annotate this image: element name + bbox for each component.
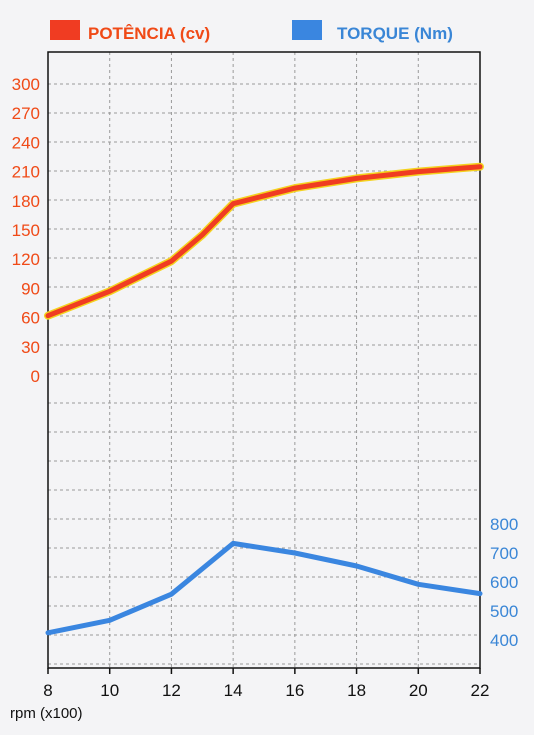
legend: POTÊNCIA (cv) TORQUE (Nm) [50,20,453,43]
axes [47,51,481,674]
y-left-tick-label: 270 [12,104,40,123]
x-tick-label: 8 [43,681,52,700]
plot-frame [47,51,481,669]
y-left-tick-label: 90 [21,279,40,298]
series-line-potencia-outline [44,162,484,320]
grid [48,52,480,668]
series-line-potencia [45,164,483,319]
y-left-tick-label: 150 [12,221,40,240]
y-right-tick-label: 400 [490,631,518,650]
y-left-tick-label: 210 [12,163,40,182]
y-left-tick-label: 60 [21,309,40,328]
legend-swatch-torque [292,20,322,40]
tick-labels: 0 30 60 90 120 150 180 210 240 270 300 400 500 600 700… [12,75,519,700]
y-left-tick-label: 30 [21,338,40,357]
x-tick-label: 16 [285,681,304,700]
y-left-tick-label: 0 [31,367,40,386]
legend-swatch-potencia [50,20,80,40]
y-left-tick-label: 240 [12,133,40,152]
x-tick-label: 22 [471,681,490,700]
y-right-tick-label: 600 [490,573,518,592]
series-lines [44,162,484,636]
x-tick-label: 18 [347,681,366,700]
x-tick-label: 20 [409,681,428,700]
y-right-tick-label: 500 [490,602,518,621]
legend-label-potencia: POTÊNCIA (cv) [88,24,210,43]
legend-label-torque: TORQUE (Nm) [337,24,453,43]
y-left-tick-label: 120 [12,250,40,269]
series-line-torque [45,540,483,636]
x-tick-label: 14 [224,681,243,700]
y-right-tick-label: 700 [490,544,518,563]
x-tick-label: 10 [100,681,119,700]
y-right-tick-label: 800 [490,515,518,534]
y-left-tick-label: 180 [12,192,40,211]
x-tick-label: 12 [162,681,181,700]
y-left-tick-label: 300 [12,75,40,94]
x-axis-label: rpm (x100) [10,705,83,722]
